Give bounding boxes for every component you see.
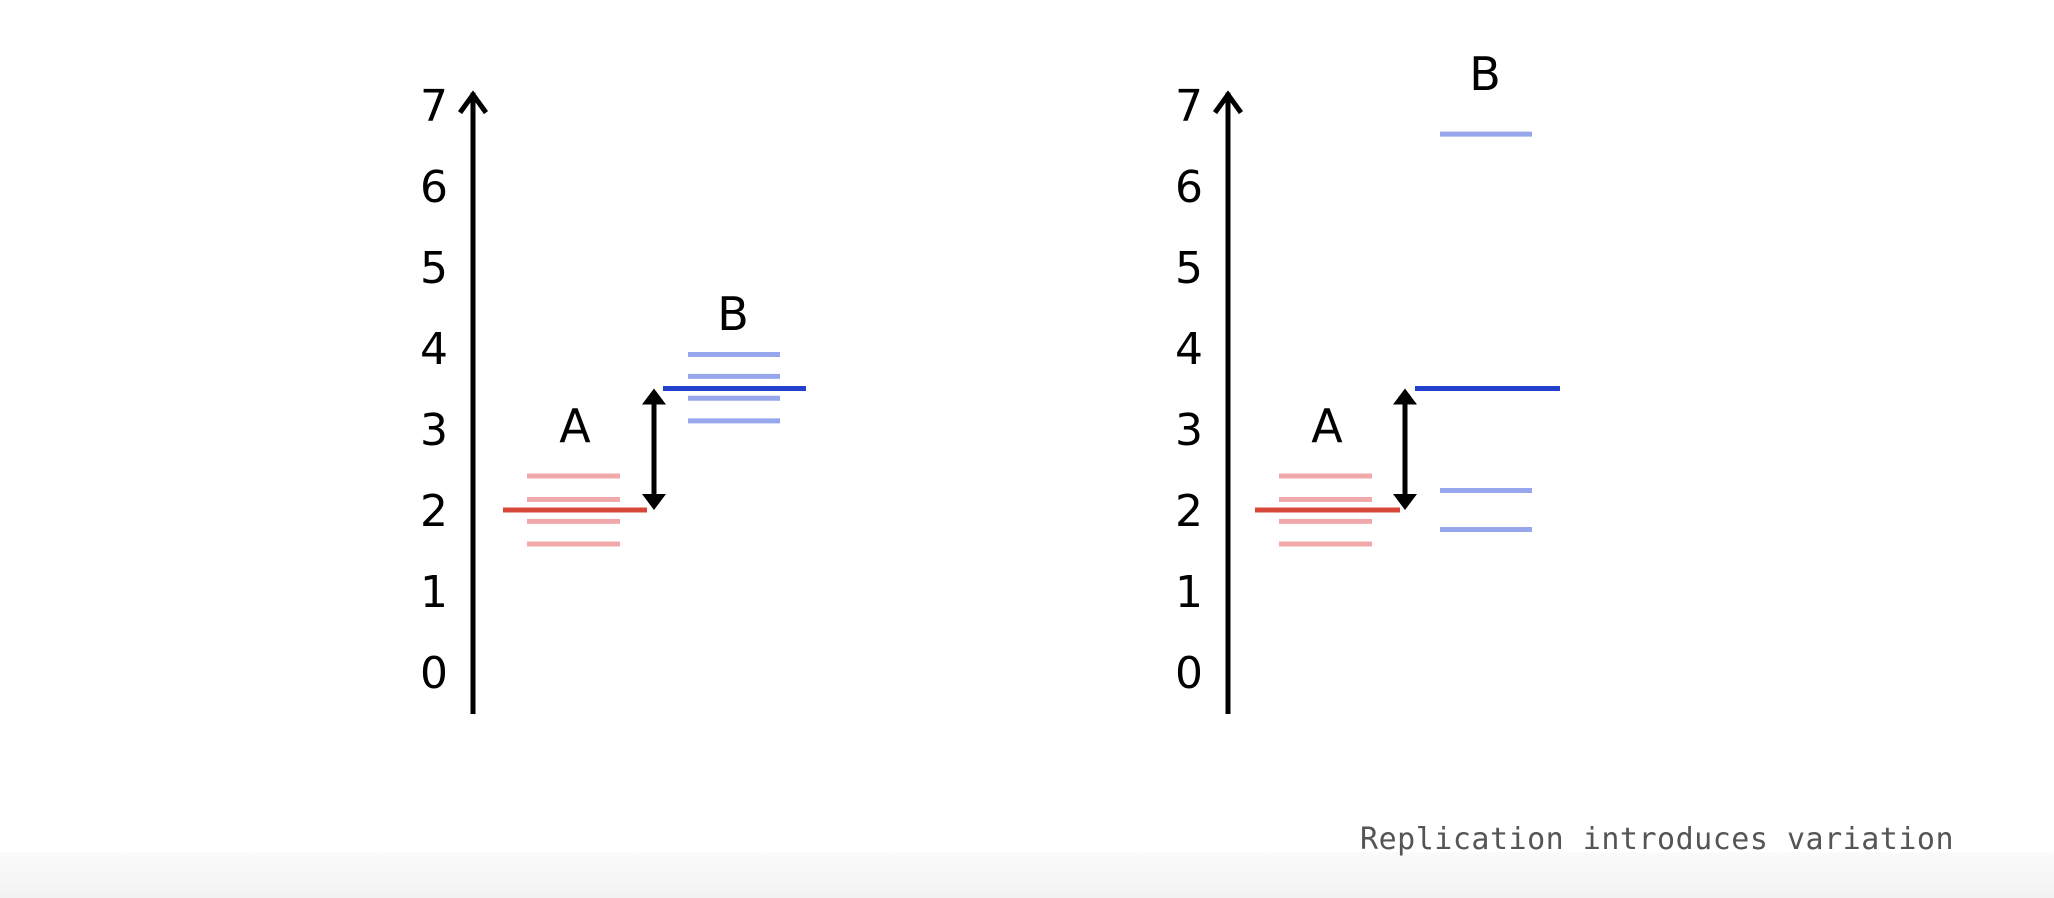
y-tick-label: 0: [420, 648, 448, 699]
diagram-panel-left: 0 1 2 3 4 5 6 7 A B: [420, 81, 806, 714]
y-tick-label: 2: [1175, 486, 1203, 537]
y-axis-arrowhead: [457, 90, 489, 115]
y-tick-label: 1: [420, 567, 448, 618]
y-tick-label: 4: [420, 324, 448, 375]
y-tick-label: 0: [1175, 648, 1203, 699]
y-tick-label: 7: [1175, 81, 1203, 132]
y-tick-label: 3: [1175, 405, 1203, 456]
y-axis-arrowhead: [1212, 90, 1244, 115]
group-label: A: [1311, 399, 1343, 453]
difference-arrow-head-up: [642, 388, 666, 405]
y-tick-label: 1: [1175, 567, 1203, 618]
difference-arrow-head-down: [642, 494, 666, 510]
group-label: A: [559, 399, 591, 453]
y-tick-label: 3: [420, 405, 448, 456]
y-tick-label: 5: [420, 243, 448, 294]
y-tick-label: 7: [420, 81, 448, 132]
slide-caption: Replication introduces variation: [1360, 822, 1954, 857]
y-tick-label: 6: [1175, 162, 1203, 213]
y-tick-label: 4: [1175, 324, 1203, 375]
group-label: B: [1469, 47, 1501, 101]
group-label: B: [717, 287, 749, 341]
y-tick-label: 2: [420, 486, 448, 537]
y-tick-label: 6: [420, 162, 448, 213]
diagram-panel-right: 0 1 2 3 4 5 6 7 A B: [1175, 47, 1560, 714]
y-tick-label: 5: [1175, 243, 1203, 294]
footer-strip: [0, 852, 2054, 898]
difference-arrow-head-down: [1393, 494, 1417, 510]
difference-arrow-head-up: [1393, 388, 1417, 405]
